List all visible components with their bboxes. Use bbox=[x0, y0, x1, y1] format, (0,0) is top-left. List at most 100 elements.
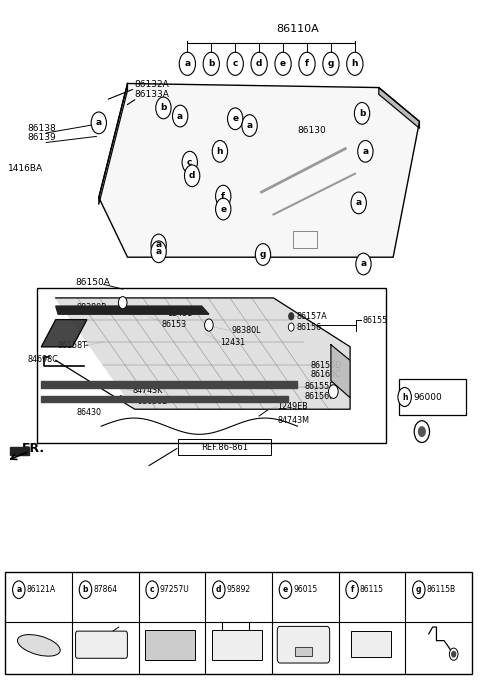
Circle shape bbox=[204, 319, 213, 331]
Circle shape bbox=[289, 313, 294, 320]
Circle shape bbox=[216, 198, 231, 220]
Circle shape bbox=[346, 581, 359, 598]
Circle shape bbox=[184, 165, 200, 186]
Bar bbox=[36, 288, 386, 443]
Circle shape bbox=[288, 323, 294, 331]
Polygon shape bbox=[41, 396, 288, 403]
Circle shape bbox=[323, 52, 339, 75]
Text: FR.: FR. bbox=[22, 442, 45, 455]
Text: a: a bbox=[156, 241, 162, 250]
Polygon shape bbox=[41, 381, 298, 388]
Text: b: b bbox=[83, 585, 88, 594]
Polygon shape bbox=[41, 320, 87, 347]
Circle shape bbox=[414, 421, 430, 443]
Circle shape bbox=[398, 388, 411, 407]
Text: 86139: 86139 bbox=[27, 133, 56, 142]
Polygon shape bbox=[99, 84, 420, 257]
Text: c: c bbox=[187, 158, 192, 167]
Text: 86430: 86430 bbox=[76, 408, 101, 417]
Text: 1249EB: 1249EB bbox=[277, 402, 308, 411]
Text: b: b bbox=[160, 103, 167, 112]
Text: a: a bbox=[177, 112, 183, 120]
Circle shape bbox=[216, 185, 231, 207]
Text: c: c bbox=[150, 585, 155, 594]
Text: d: d bbox=[256, 59, 263, 68]
Text: 12431: 12431 bbox=[220, 337, 245, 347]
Circle shape bbox=[203, 52, 219, 75]
Bar bbox=[145, 630, 195, 660]
Circle shape bbox=[354, 103, 370, 124]
Circle shape bbox=[452, 651, 456, 657]
FancyBboxPatch shape bbox=[75, 631, 127, 658]
FancyBboxPatch shape bbox=[277, 626, 330, 663]
Text: 95892: 95892 bbox=[227, 585, 251, 594]
Text: 86156F: 86156F bbox=[305, 392, 334, 401]
Circle shape bbox=[356, 253, 371, 275]
Circle shape bbox=[251, 52, 267, 75]
Text: 98630B: 98630B bbox=[137, 396, 168, 405]
Polygon shape bbox=[56, 306, 209, 314]
Circle shape bbox=[227, 52, 243, 75]
Circle shape bbox=[91, 112, 107, 134]
Text: a: a bbox=[356, 199, 362, 207]
Text: d: d bbox=[216, 585, 222, 594]
Circle shape bbox=[119, 296, 127, 309]
Text: 97257U: 97257U bbox=[160, 585, 190, 594]
Text: a: a bbox=[184, 59, 191, 68]
Text: 86153: 86153 bbox=[161, 320, 186, 329]
Text: c: c bbox=[232, 59, 238, 68]
Text: e: e bbox=[220, 205, 226, 214]
Text: d: d bbox=[189, 171, 195, 180]
Text: g: g bbox=[260, 250, 266, 259]
Text: g: g bbox=[416, 585, 421, 594]
Bar bbox=[296, 647, 312, 656]
Text: h: h bbox=[402, 392, 408, 401]
Circle shape bbox=[347, 52, 363, 75]
Circle shape bbox=[413, 581, 425, 598]
Text: 86130: 86130 bbox=[298, 126, 326, 135]
Text: 86158T: 86158T bbox=[57, 341, 87, 350]
Text: e: e bbox=[283, 585, 288, 594]
Text: 86133A: 86133A bbox=[135, 90, 169, 99]
Bar bbox=[399, 379, 466, 415]
Text: h: h bbox=[216, 147, 223, 156]
Circle shape bbox=[228, 108, 243, 130]
Bar bbox=[178, 439, 271, 456]
Text: 84698C: 84698C bbox=[27, 355, 58, 364]
Text: 84743K: 84743K bbox=[132, 386, 163, 395]
Polygon shape bbox=[56, 298, 350, 409]
Text: e: e bbox=[280, 59, 286, 68]
Circle shape bbox=[172, 105, 188, 127]
Circle shape bbox=[275, 52, 291, 75]
Text: 98380R: 98380R bbox=[76, 303, 107, 312]
Text: 86155: 86155 bbox=[362, 316, 387, 325]
Circle shape bbox=[151, 234, 166, 256]
Text: a: a bbox=[247, 121, 252, 130]
Circle shape bbox=[449, 648, 458, 660]
Text: 86115B: 86115B bbox=[426, 585, 456, 594]
Polygon shape bbox=[331, 345, 350, 398]
Polygon shape bbox=[379, 88, 420, 129]
Text: a: a bbox=[156, 248, 162, 256]
Bar bbox=[351, 631, 391, 657]
Text: f: f bbox=[350, 585, 354, 594]
Polygon shape bbox=[99, 84, 128, 204]
Circle shape bbox=[351, 192, 366, 214]
Text: g: g bbox=[328, 59, 334, 68]
Text: 96015: 96015 bbox=[293, 585, 317, 594]
Text: REF.86-861: REF.86-861 bbox=[201, 443, 248, 452]
Text: b: b bbox=[359, 109, 365, 118]
Circle shape bbox=[358, 141, 373, 163]
Ellipse shape bbox=[17, 634, 60, 656]
Polygon shape bbox=[10, 447, 29, 456]
Text: 87864: 87864 bbox=[93, 585, 117, 594]
Text: 86115: 86115 bbox=[360, 585, 384, 594]
Text: 84743M: 84743M bbox=[277, 415, 309, 424]
Circle shape bbox=[79, 581, 92, 598]
Text: 98380L: 98380L bbox=[231, 326, 261, 335]
Bar bbox=[212, 630, 262, 660]
Circle shape bbox=[151, 241, 166, 262]
Bar bbox=[293, 231, 317, 248]
Circle shape bbox=[12, 581, 25, 598]
Text: 86150A: 86150A bbox=[75, 279, 110, 288]
